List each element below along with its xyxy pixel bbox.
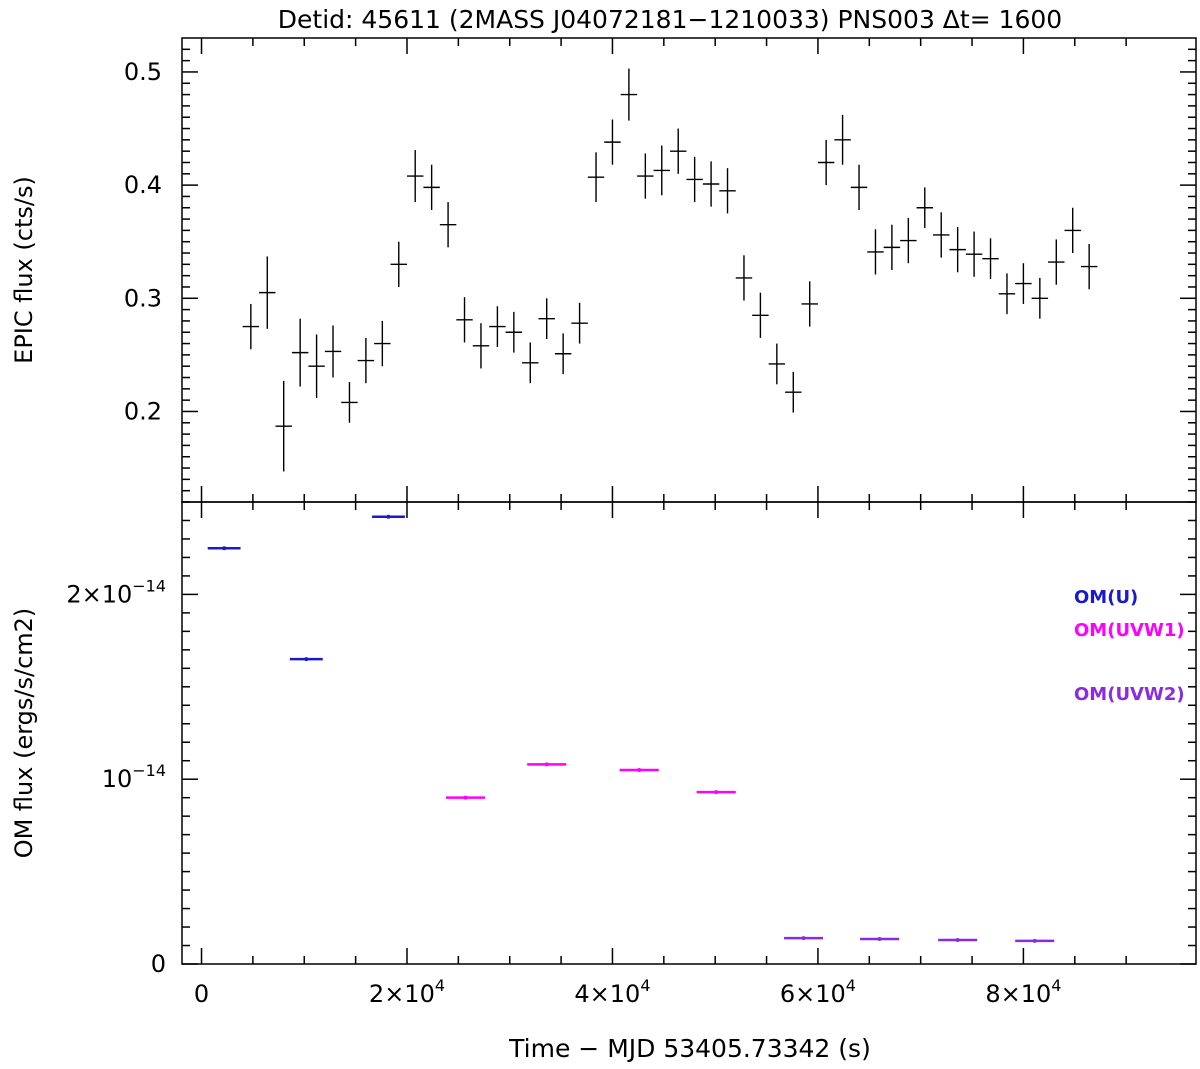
epic-data-point bbox=[259, 256, 276, 329]
epic-data-point bbox=[620, 68, 638, 121]
epic-y-tick-label: 0.4 bbox=[124, 171, 162, 199]
om-data-point bbox=[696, 790, 736, 795]
epic-data-point bbox=[571, 302, 588, 344]
epic-data-point bbox=[423, 164, 440, 211]
epic-data-point bbox=[801, 281, 818, 327]
epic-data-point bbox=[291, 318, 309, 387]
epic-data-point bbox=[242, 303, 260, 350]
epic-data-point bbox=[275, 380, 292, 472]
epic-data-point bbox=[489, 306, 506, 347]
x-tick-label: 2×104 bbox=[369, 976, 445, 1008]
epic-data-point bbox=[406, 150, 424, 203]
epic-data-point bbox=[357, 337, 375, 384]
epic-data-point bbox=[669, 128, 687, 174]
epic-data-points bbox=[242, 68, 1098, 472]
epic-axis-ticks: 0.2 0.3 0.4 0.5 bbox=[124, 38, 1196, 502]
epic-data-point bbox=[374, 320, 391, 367]
om-data-point bbox=[289, 657, 323, 662]
epic-data-point bbox=[982, 238, 999, 280]
om-data-points bbox=[207, 514, 1055, 943]
epic-data-point bbox=[1048, 239, 1065, 285]
epic-data-point bbox=[883, 224, 901, 270]
epic-data-point bbox=[1031, 277, 1049, 319]
x-tick-label: 6×104 bbox=[780, 976, 856, 1008]
x-tick-label: 8×104 bbox=[985, 976, 1061, 1008]
x-axis-label: Time − MJD 53405.73342 (s) bbox=[508, 1034, 871, 1063]
epic-panel: 0.2 0.3 0.4 0.5 EPIC flux (cts/s) bbox=[10, 37, 1197, 503]
om-axis-ticks: 0 2×104 4×104 6×104 8×104 0 10−14 2×10−14 bbox=[66, 501, 1196, 1008]
om-data-point bbox=[207, 546, 241, 551]
epic-data-point bbox=[522, 342, 539, 384]
epic-data-point bbox=[390, 241, 407, 287]
om-data-point bbox=[1015, 938, 1055, 943]
epic-data-point bbox=[867, 229, 884, 275]
epic-data-point bbox=[965, 231, 983, 277]
epic-data-point bbox=[1015, 263, 1032, 304]
epic-data-point bbox=[324, 325, 342, 378]
x-tick-label: 4×104 bbox=[574, 976, 650, 1008]
epic-data-point bbox=[719, 168, 736, 214]
om-y-axis-label: OM flux (ergs/s/cm2) bbox=[10, 608, 38, 859]
epic-data-point bbox=[949, 226, 966, 273]
epic-data-point bbox=[686, 156, 703, 203]
om-data-point bbox=[527, 762, 567, 767]
epic-data-point bbox=[341, 382, 358, 423]
legend-entry: OM(UVW1) bbox=[1074, 620, 1185, 641]
epic-data-point bbox=[817, 139, 835, 186]
epic-data-point bbox=[900, 217, 917, 264]
om-data-point bbox=[372, 514, 405, 519]
om-data-point bbox=[938, 937, 978, 942]
om-y-tick-label: 2×10−14 bbox=[66, 576, 166, 608]
epic-data-point bbox=[752, 292, 769, 338]
x-tick-label: 0 bbox=[194, 980, 209, 1008]
om-data-point bbox=[784, 936, 824, 941]
epic-y-tick-label: 0.3 bbox=[124, 284, 162, 312]
epic-data-point bbox=[768, 343, 786, 385]
epic-data-point bbox=[637, 153, 654, 199]
epic-data-point bbox=[538, 298, 555, 340]
legend-entry: OM(U) bbox=[1074, 587, 1138, 608]
epic-data-point bbox=[439, 202, 457, 248]
epic-data-point bbox=[587, 152, 605, 203]
epic-panel-frame bbox=[181, 37, 1197, 503]
om-panel-frame bbox=[181, 501, 1197, 965]
epic-data-point bbox=[472, 323, 490, 369]
om-data-point bbox=[446, 795, 486, 800]
epic-y-axis-label: EPIC flux (cts/s) bbox=[10, 176, 38, 364]
epic-data-point bbox=[1064, 207, 1081, 254]
chart-title: Detid: 45611 (2MASS J04072181−1210033) P… bbox=[278, 5, 1062, 34]
epic-data-point bbox=[308, 334, 325, 398]
epic-data-point bbox=[916, 187, 933, 229]
epic-data-point bbox=[554, 333, 572, 375]
legend-entry: OM(UVW2) bbox=[1074, 684, 1185, 705]
epic-data-point bbox=[1080, 243, 1098, 290]
epic-data-point bbox=[653, 145, 670, 196]
epic-y-tick-label: 0.2 bbox=[124, 397, 162, 425]
epic-data-point bbox=[998, 273, 1016, 315]
epic-data-point bbox=[505, 311, 523, 353]
om-y-tick-label: 0 bbox=[151, 950, 166, 978]
epic-data-point bbox=[735, 255, 753, 301]
epic-y-tick-label: 0.5 bbox=[124, 58, 162, 86]
epic-data-point bbox=[604, 119, 621, 165]
om-y-tick-label: 10−14 bbox=[102, 761, 166, 793]
epic-data-point bbox=[932, 212, 950, 258]
om-panel: 0 2×104 4×104 6×104 8×104 0 10−14 2×10−14 OM(U)… bbox=[10, 501, 1197, 1008]
epic-data-point bbox=[702, 161, 720, 207]
om-data-point bbox=[860, 937, 900, 942]
epic-data-point bbox=[456, 297, 473, 343]
om-legend: OM(U) OM(UVW1) OM(UVW2) bbox=[1074, 587, 1185, 705]
epic-data-point bbox=[785, 371, 802, 413]
om-data-point bbox=[619, 767, 659, 772]
epic-data-point bbox=[834, 114, 851, 165]
epic-data-point bbox=[850, 164, 868, 211]
